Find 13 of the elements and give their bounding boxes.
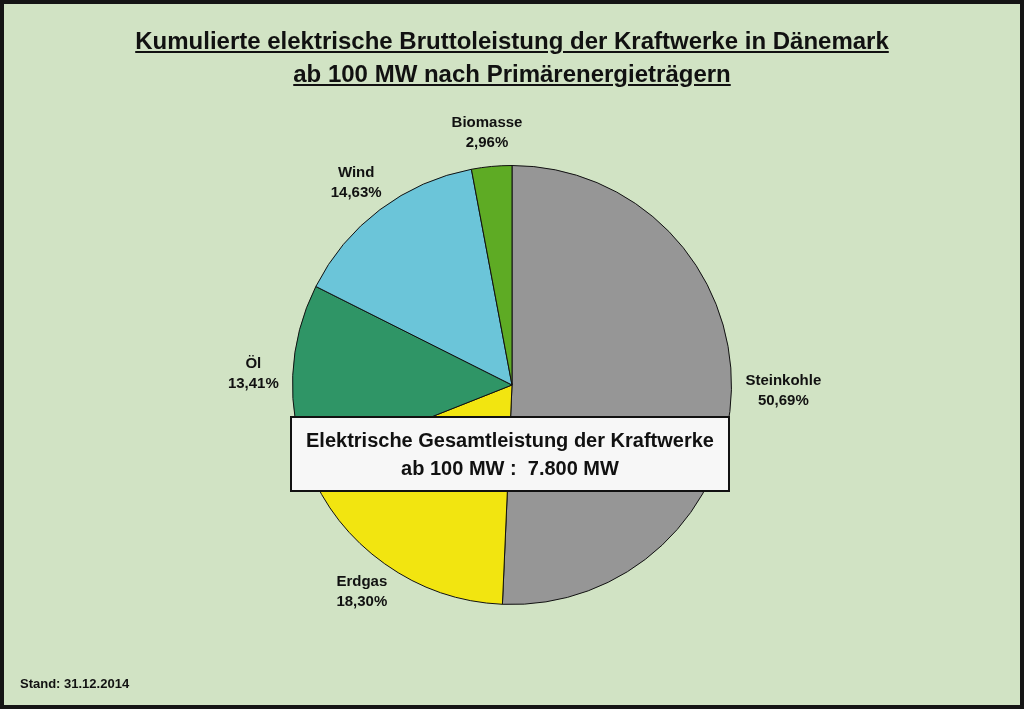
slice-label: Erdgas — [336, 571, 388, 589]
data-label: 2,96% — [465, 132, 509, 150]
slice-label: Wind — [337, 162, 375, 180]
data-label: 18,30% — [336, 591, 388, 609]
slice-label: Öl — [245, 353, 262, 371]
note-box: Elektrische Gesamtleistung der Kraftwerke ab 100 MW : 7.800 MW — [290, 416, 730, 492]
slice-label: Biomasse — [451, 112, 523, 130]
chart-title: Kumulierte elektrische Bruttoleistung der Kraftwerke in Dänemark ab 100 MW nach Primärenergieträgern — [134, 26, 890, 89]
data-label: 13,41% — [227, 373, 279, 391]
data-label: 50,69% — [757, 390, 809, 408]
text: Stand: 31.12.2014 — [20, 676, 130, 691]
slice-label: Steinkohle — [745, 370, 822, 388]
data-label: 14,63% — [330, 182, 382, 200]
